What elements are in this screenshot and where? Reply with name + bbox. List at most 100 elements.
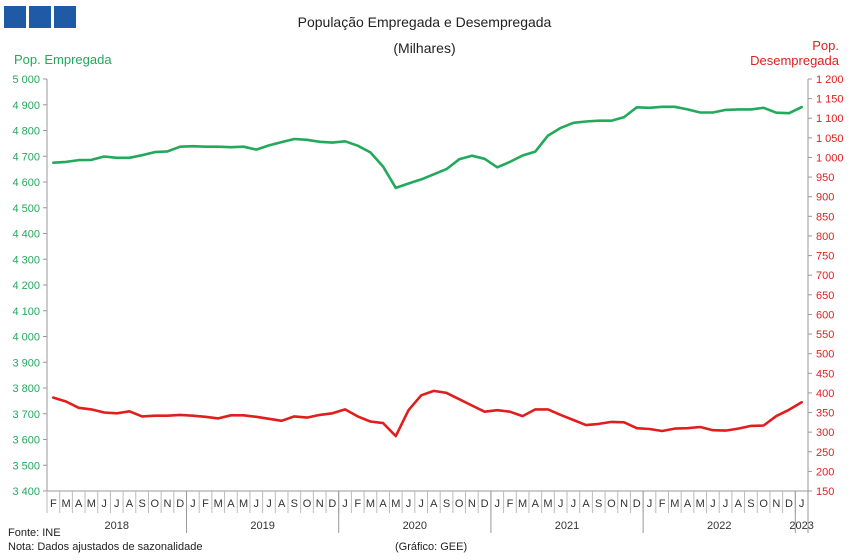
x-axis-month-label: N xyxy=(620,498,628,510)
series-line-unemployed xyxy=(51,389,804,438)
x-axis-month-label: F xyxy=(50,498,57,510)
x-axis-month-label: M xyxy=(543,498,552,510)
x-axis-month-label: J xyxy=(254,498,260,510)
right-axis-tick-label: 800 xyxy=(816,231,834,243)
right-axis-tick-label: 300 xyxy=(816,427,834,439)
left-axis-tick-label: 4 000 xyxy=(12,332,40,344)
left-axis-tick-label: 4 300 xyxy=(12,254,40,266)
x-axis-month-label: S xyxy=(443,498,450,510)
source-note: Fonte: INE xyxy=(8,527,61,539)
right-axis-label-line2: Desempregada xyxy=(750,53,839,68)
x-axis-year-label: 2019 xyxy=(250,520,274,532)
x-axis-month-label: J xyxy=(723,498,729,510)
x-axis-month-label: J xyxy=(495,498,501,510)
x-axis-month-label: M xyxy=(366,498,375,510)
right-axis-tick-label: 900 xyxy=(816,192,834,204)
left-axis-tick-label: 3 600 xyxy=(12,435,40,447)
x-axis-month-label: M xyxy=(696,498,705,510)
x-axis-month-label: D xyxy=(633,498,641,510)
left-axis-tick-label: 4 900 xyxy=(12,100,40,112)
x-axis-month-label: S xyxy=(747,498,754,510)
x-axis-month-label: J xyxy=(571,498,577,510)
left-axis-tick-label: 3 800 xyxy=(12,383,40,395)
x-axis-month-label: A xyxy=(582,498,590,510)
left-axis-tick-label: 5 000 xyxy=(12,74,40,86)
right-axis-tick-label: 1 050 xyxy=(816,133,844,145)
x-axis-month-label: J xyxy=(266,498,272,510)
x-axis-month-label: J xyxy=(101,498,107,510)
left-axis-tick-label: 3 500 xyxy=(12,460,40,472)
x-axis-month-label: A xyxy=(430,498,438,510)
left-axis-tick-label: 4 200 xyxy=(12,280,40,292)
x-axis-month-label: F xyxy=(202,498,209,510)
x-axis-month-label: N xyxy=(468,498,476,510)
right-axis-tick-label: 500 xyxy=(816,349,834,361)
x-axis-month-label: J xyxy=(710,498,716,510)
right-axis-tick-label: 250 xyxy=(816,447,834,459)
x-axis-month-label: D xyxy=(176,498,184,510)
x-axis-month-label: S xyxy=(138,498,145,510)
left-axis-tick-label: 4 500 xyxy=(12,203,40,215)
x-axis-month-label: S xyxy=(291,498,298,510)
chart-title: População Empregada e Desempregada xyxy=(297,14,552,30)
x-axis-month-label: F xyxy=(354,498,361,510)
right-axis-tick-label: 150 xyxy=(816,486,834,498)
x-axis-month-label: J xyxy=(114,498,120,510)
x-axis-year-label: 2020 xyxy=(403,520,427,532)
x-axis-year-label: 2022 xyxy=(707,520,731,532)
series-line-employed xyxy=(51,105,804,190)
x-axis-month-label: D xyxy=(785,498,793,510)
left-axis-tick-label: 3 900 xyxy=(12,357,40,369)
x-axis-month-label: J xyxy=(190,498,196,510)
x-axis-month-label: M xyxy=(214,498,223,510)
x-axis-month-label: M xyxy=(61,498,70,510)
x-axis-month-label: M xyxy=(670,498,679,510)
x-axis-year-label: 2018 xyxy=(105,520,129,532)
gee-logo xyxy=(4,6,76,28)
left-axis-tick-label: 3 400 xyxy=(12,486,40,498)
x-axis-month-label: D xyxy=(328,498,336,510)
x-axis-month-label: O xyxy=(759,498,768,510)
x-axis-month-label: M xyxy=(391,498,400,510)
right-axis-tick-label: 200 xyxy=(816,466,834,478)
left-axis-tick-label: 4 600 xyxy=(12,177,40,189)
right-axis-tick-label: 650 xyxy=(816,290,834,302)
x-axis-month-label: J xyxy=(799,498,805,510)
x-axis-month-label: F xyxy=(659,498,666,510)
x-axis-month-label: J xyxy=(418,498,424,510)
right-axis-tick-label: 600 xyxy=(816,309,834,321)
right-axis-tick-label: 1 000 xyxy=(816,152,844,164)
x-axis-month-label: O xyxy=(455,498,464,510)
seasonal-note: Nota: Dados ajustados de sazonalidade xyxy=(8,541,203,553)
logo-square xyxy=(54,6,76,28)
x-axis-month-label: A xyxy=(75,498,83,510)
x-axis-month-label: A xyxy=(278,498,286,510)
x-axis-month-label: J xyxy=(406,498,412,510)
x-axis-month-label: M xyxy=(87,498,96,510)
left-axis-tick-label: 4 100 xyxy=(12,306,40,318)
x-axis-month-label: N xyxy=(164,498,172,510)
x-axis-month-label: A xyxy=(379,498,387,510)
x-axis-month-label: A xyxy=(126,498,134,510)
right-axis-tick-label: 700 xyxy=(816,270,834,282)
right-axis-tick-label: 350 xyxy=(816,408,834,420)
right-axis-label-line1: Pop. xyxy=(812,38,839,53)
x-axis-month-label: M xyxy=(239,498,248,510)
x-axis-month-label: A xyxy=(735,498,743,510)
right-axis-tick-label: 400 xyxy=(816,388,834,400)
right-axis-tick-label: 950 xyxy=(816,172,834,184)
right-axis-tick-label: 1 100 xyxy=(816,113,844,125)
right-axis-tick-label: 1 200 xyxy=(816,74,844,86)
x-axis-month-label: M xyxy=(518,498,527,510)
x-axis-month-label: S xyxy=(595,498,602,510)
left-axis-label: Pop. Empregada xyxy=(14,52,112,67)
x-axis-month-label: O xyxy=(303,498,312,510)
chart-subtitle: (Milhares) xyxy=(393,40,456,56)
right-axis-tick-label: 550 xyxy=(816,329,834,341)
left-axis-tick-label: 4 700 xyxy=(12,151,40,163)
x-axis-month-label: J xyxy=(558,498,564,510)
x-axis-month-label: A xyxy=(227,498,235,510)
x-axis-month-label: J xyxy=(647,498,653,510)
right-axis-label: Pop. Desempregada xyxy=(750,38,839,68)
